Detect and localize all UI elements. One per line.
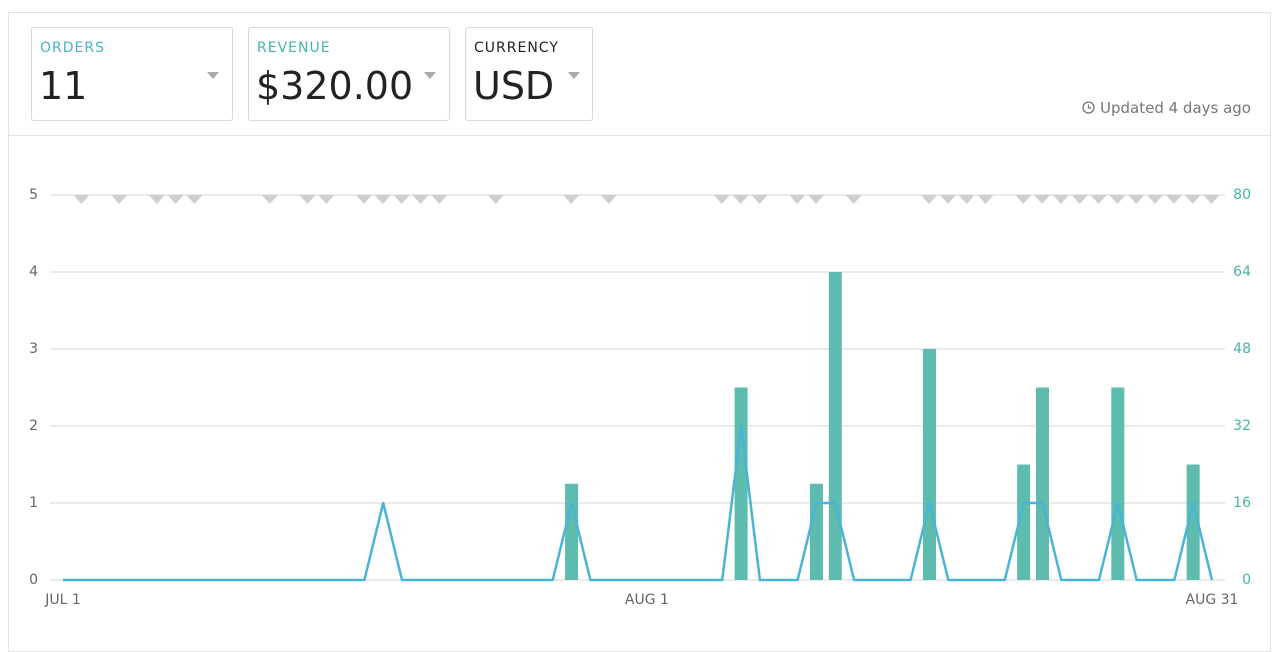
event-marker <box>431 195 448 204</box>
event-marker <box>789 195 806 204</box>
caret <box>568 72 580 79</box>
event-marker <box>111 195 128 204</box>
revenue-bar <box>828 272 842 580</box>
orders-line <box>63 424 1214 582</box>
y-tick-label: 4 <box>29 264 38 280</box>
event-marker <box>958 195 975 204</box>
event-marker <box>299 195 316 204</box>
revenue-bar <box>565 483 579 580</box>
card-label: ORDERS <box>40 40 105 56</box>
event-marker <box>1203 195 1220 204</box>
revenue-bar <box>1017 464 1031 580</box>
event-marker <box>355 195 372 204</box>
orders-card[interactable]: ORDERS 11 <box>31 27 233 121</box>
caret <box>424 72 436 79</box>
caret <box>207 72 219 79</box>
currency-card[interactable]: CURRENCY USD <box>465 27 593 121</box>
revenue-bar <box>809 483 823 580</box>
event-marker <box>845 195 862 204</box>
chart: 0 1 2 3 4 5 0 16 32 48 64 80 JUL 1 AUG 1 AUG 31 <box>29 187 1251 608</box>
card-value: 11 <box>39 64 88 108</box>
x-tick-label: JUL 1 <box>44 592 81 608</box>
revenue-bar <box>1035 387 1049 580</box>
y-tick-label: 5 <box>29 187 38 203</box>
event-marker <box>318 195 335 204</box>
y2-tick-label: 32 <box>1233 418 1251 434</box>
event-marker <box>412 195 429 204</box>
revenue-bar <box>1111 387 1125 580</box>
y-tick-label: 0 <box>29 572 38 588</box>
event-marker <box>487 195 504 204</box>
event-marker <box>1109 195 1126 204</box>
card-value: $320.00 <box>256 64 414 108</box>
event-marker <box>1184 195 1201 204</box>
y-tick-label: 2 <box>29 418 38 434</box>
event-marker <box>977 195 994 204</box>
event-marker <box>1165 195 1182 204</box>
card-value: USD <box>473 64 555 108</box>
event-marker <box>167 195 184 204</box>
updated: Updated 4 days ago <box>1082 99 1251 117</box>
event-marker <box>939 195 956 204</box>
card-label: REVENUE <box>257 40 331 56</box>
event-marker <box>713 195 730 204</box>
event-marker <box>374 195 391 204</box>
y-tick-label: 3 <box>29 341 38 357</box>
event-marker <box>393 195 410 204</box>
event-marker <box>1071 195 1088 204</box>
revenue-card[interactable]: REVENUE $320.00 <box>248 27 450 121</box>
event-marker <box>1147 195 1164 204</box>
clock-icon <box>1082 101 1095 114</box>
card-label: CURRENCY <box>474 40 559 56</box>
event-marker <box>261 195 278 204</box>
y2-tick-label: 64 <box>1233 264 1251 280</box>
y2-tick-label: 16 <box>1233 495 1251 511</box>
event-marker <box>1034 195 1051 204</box>
event-marker <box>921 195 938 204</box>
event-marker <box>1052 195 1069 204</box>
event-marker <box>1090 195 1107 204</box>
y-tick-label: 1 <box>29 495 38 511</box>
event-marker <box>148 195 165 204</box>
event-marker <box>1128 195 1145 204</box>
event-marker <box>732 195 749 204</box>
event-marker <box>186 195 203 204</box>
event-marker <box>751 195 768 204</box>
event-marker <box>73 195 90 204</box>
revenue-bar <box>1186 464 1200 580</box>
y2-tick-label: 80 <box>1233 187 1251 203</box>
event-marker <box>600 195 617 204</box>
event-marker <box>563 195 580 204</box>
event-marker <box>808 195 825 204</box>
header <box>8 12 1271 136</box>
event-marker <box>1015 195 1032 204</box>
x-tick-label: AUG 1 <box>625 592 669 608</box>
x-tick-label: AUG 31 <box>1186 592 1239 608</box>
updated-text: Updated 4 days ago <box>1100 99 1251 117</box>
revenue-bar <box>734 387 748 580</box>
y2-tick-label: 48 <box>1233 341 1251 357</box>
y2-tick-label: 0 <box>1242 572 1251 588</box>
revenue-bar <box>922 349 936 580</box>
